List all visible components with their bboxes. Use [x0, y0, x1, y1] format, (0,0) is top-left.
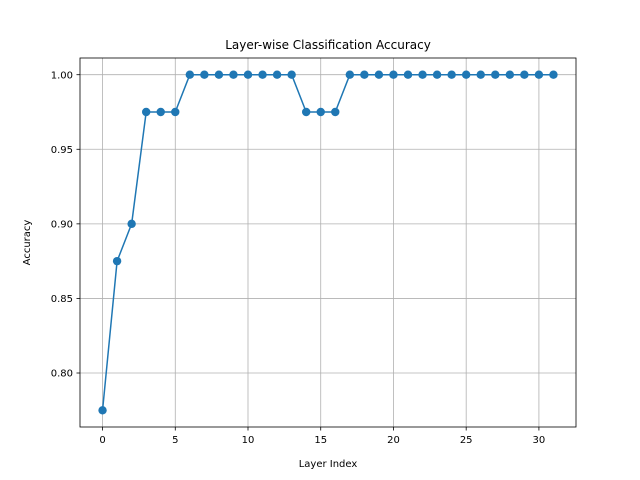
data-point [461, 70, 471, 79]
data-point [403, 70, 413, 79]
data-point [272, 70, 282, 79]
y-tick-label: 0.80 [51, 369, 73, 380]
data-point [549, 70, 558, 79]
data-point [98, 406, 107, 415]
data-point [447, 70, 456, 79]
data-point [243, 70, 253, 79]
x-tick-label: 10 [242, 435, 255, 446]
data-point [389, 70, 398, 79]
chart-title: Layer-wise Classification Accuracy [225, 38, 431, 52]
data-point [301, 107, 311, 117]
data-point [520, 70, 529, 79]
data-point [287, 70, 296, 79]
data-point [127, 219, 136, 229]
data-point [491, 70, 500, 79]
data-point [316, 107, 325, 117]
data-point [418, 70, 427, 79]
data-point [360, 70, 369, 79]
grid-lines [80, 58, 576, 427]
x-tick-label: 15 [314, 435, 327, 446]
y-tick-label: 0.85 [51, 294, 73, 305]
y-axis-ticks: 0.80 0.85 0.90 0.95 1.00 [51, 70, 80, 380]
x-tick-label: 25 [460, 435, 473, 446]
data-series [98, 70, 558, 415]
data-point [432, 70, 442, 79]
data-point [214, 70, 224, 79]
data-point [229, 70, 238, 79]
plot-frame [79, 57, 577, 428]
y-axis-label: Accuracy [22, 220, 33, 266]
data-point [476, 70, 485, 79]
data-point [156, 107, 165, 117]
data-point [258, 70, 267, 79]
y-tick-label: 0.90 [51, 219, 73, 230]
data-point [141, 107, 151, 117]
data-point [374, 70, 384, 79]
data-point [200, 70, 209, 79]
data-point [534, 70, 544, 79]
data-point [185, 70, 195, 79]
x-tick-label: 0 [99, 435, 105, 446]
data-point [112, 256, 122, 266]
x-tick-label: 20 [387, 435, 400, 446]
x-axis-ticks: 0 5 10 15 20 25 30 [99, 427, 545, 446]
data-point [505, 70, 515, 79]
y-tick-label: 0.95 [51, 145, 73, 156]
data-point [331, 107, 340, 117]
x-axis-label: Layer Index [299, 459, 358, 470]
x-tick-label: 5 [172, 435, 178, 446]
data-point [171, 107, 180, 117]
x-tick-label: 30 [533, 435, 546, 446]
y-tick-label: 1.00 [51, 70, 73, 81]
data-point [345, 70, 355, 79]
